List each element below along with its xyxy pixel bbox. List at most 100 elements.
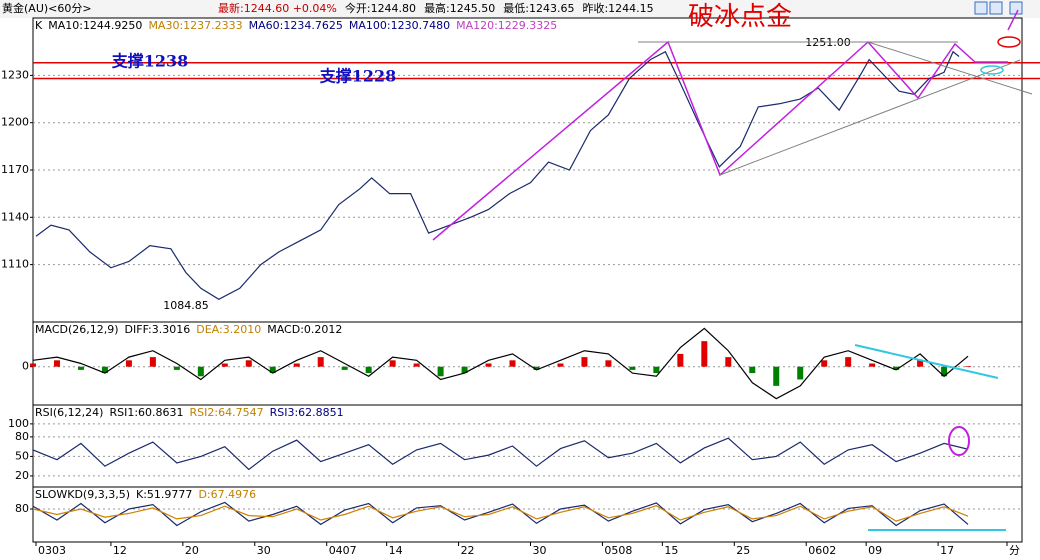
- bar: [365, 366, 372, 374]
- button[interactable]: [1009, 1, 1023, 15]
- bar: [533, 366, 540, 370]
- marker: [997, 36, 1021, 48]
- bar: [53, 360, 60, 367]
- bar: [173, 366, 180, 370]
- bar: [749, 366, 756, 374]
- bar: [821, 360, 828, 367]
- bar: [725, 357, 732, 367]
- bar: [677, 353, 684, 367]
- bar: [149, 357, 156, 367]
- panel: [32, 486, 1023, 543]
- bar: [917, 360, 924, 367]
- bar: [941, 366, 948, 377]
- header-bar: [0, 0, 1040, 18]
- bar: [893, 366, 900, 370]
- trend-line: [432, 40, 1008, 241]
- bar: [293, 363, 300, 367]
- bar: [125, 360, 132, 367]
- quote: 最新:1244.60 +0.04%: [218, 1, 337, 15]
- bar: [437, 366, 444, 377]
- x-tick-label: 17: [940, 544, 954, 557]
- data-line: [32, 501, 969, 527]
- x-tick-label: 22: [461, 544, 475, 557]
- y-tick-label: 1110: [1, 258, 29, 271]
- bar: [557, 363, 564, 367]
- data-line: [35, 50, 960, 300]
- y-tick-label: 80: [15, 430, 29, 443]
- legend-label: RSI(6,12,24): [35, 406, 103, 419]
- quotes: 最新:1244.60 +0.04% 今开:1244.80 最高:1245.50 最低:…: [218, 1, 654, 15]
- bar: [341, 366, 348, 370]
- bar: [869, 363, 876, 367]
- button[interactable]: [974, 1, 988, 15]
- bar: [197, 366, 204, 377]
- x-tick-label: 30: [257, 544, 271, 557]
- quote: 昨收:1244.15: [582, 1, 653, 15]
- bar: [317, 357, 324, 367]
- x-tick-label: 0303: [38, 544, 66, 557]
- quote: 今开:1244.80: [345, 1, 416, 15]
- bar: [653, 366, 660, 374]
- quote: 最高:1245.50: [424, 1, 495, 15]
- bar: [485, 363, 492, 367]
- legend-label: D:67.4976: [198, 488, 256, 501]
- legend-label: RSI1:60.8631: [109, 406, 183, 419]
- x-tick-label: 30: [532, 544, 546, 557]
- y-tick-label: 100: [8, 417, 29, 430]
- x-tick-label: 25: [736, 544, 750, 557]
- marker: [948, 426, 970, 456]
- quote: 最低:1243.65: [503, 2, 574, 15]
- bar: [221, 363, 228, 367]
- x-tick-label: 分: [1009, 544, 1020, 557]
- x-tick-label: 0602: [808, 544, 836, 557]
- trend-line: [867, 41, 1033, 95]
- trend-line: [854, 344, 999, 379]
- y-tick-label: 50: [15, 449, 29, 462]
- y-tick-label: 0: [22, 360, 29, 373]
- y-tick-label: 1140: [1, 210, 29, 223]
- x-tick-label: 20: [185, 544, 199, 557]
- bar: [605, 360, 612, 367]
- bar: [581, 357, 588, 367]
- annotation: 1084.85: [163, 299, 209, 312]
- legend-label: MA30:1237.2333: [148, 19, 242, 32]
- bar: [773, 366, 780, 386]
- x-tick-label: 12: [113, 544, 127, 557]
- bar: [101, 366, 108, 374]
- bar: [77, 366, 84, 370]
- annotation: 支撑1238: [111, 52, 189, 71]
- legend-label: RSI2:64.7547: [190, 406, 264, 419]
- trend-line: [719, 59, 1021, 176]
- bar: [965, 366, 972, 367]
- legend-label: MA120:1229.3325: [456, 19, 557, 32]
- y-tick-label: 1200: [1, 116, 29, 129]
- bar: [461, 366, 468, 374]
- y-tick-label: 1230: [1, 68, 29, 81]
- legend-label: MACD(26,12,9): [35, 323, 119, 336]
- bar: [269, 366, 276, 374]
- bar: [30, 363, 36, 367]
- legend-label: MA100:1230.7480: [349, 19, 450, 32]
- button[interactable]: [989, 1, 1003, 15]
- legend-label: K: [35, 19, 43, 32]
- x-tick-label: 15: [664, 544, 678, 557]
- bar: [629, 366, 636, 370]
- legend-label: MA10:1244.9250: [48, 19, 142, 32]
- legend-label: DEA:3.2010: [196, 323, 261, 336]
- data-line: [32, 327, 969, 400]
- x-tick-label: 14: [389, 544, 403, 557]
- bar: [389, 360, 396, 367]
- bar: [245, 360, 252, 367]
- legend-label: MACD:0.2012: [267, 323, 342, 336]
- plot-area: 1110 1140 1170 1200 1230 0303 12 20 30 0407 14 22 30…: [1, 17, 1040, 557]
- bar: [797, 366, 804, 380]
- x-tick-label: 0407: [329, 544, 357, 557]
- x-tick-label: 09: [868, 544, 882, 557]
- legend-label: RSI3:62.8851: [270, 406, 344, 419]
- legend-label: DIFF:3.3016: [125, 323, 191, 336]
- bar: [701, 341, 708, 367]
- y-tick-label: 1170: [1, 163, 29, 176]
- bar: [845, 357, 852, 367]
- bar: [509, 360, 516, 367]
